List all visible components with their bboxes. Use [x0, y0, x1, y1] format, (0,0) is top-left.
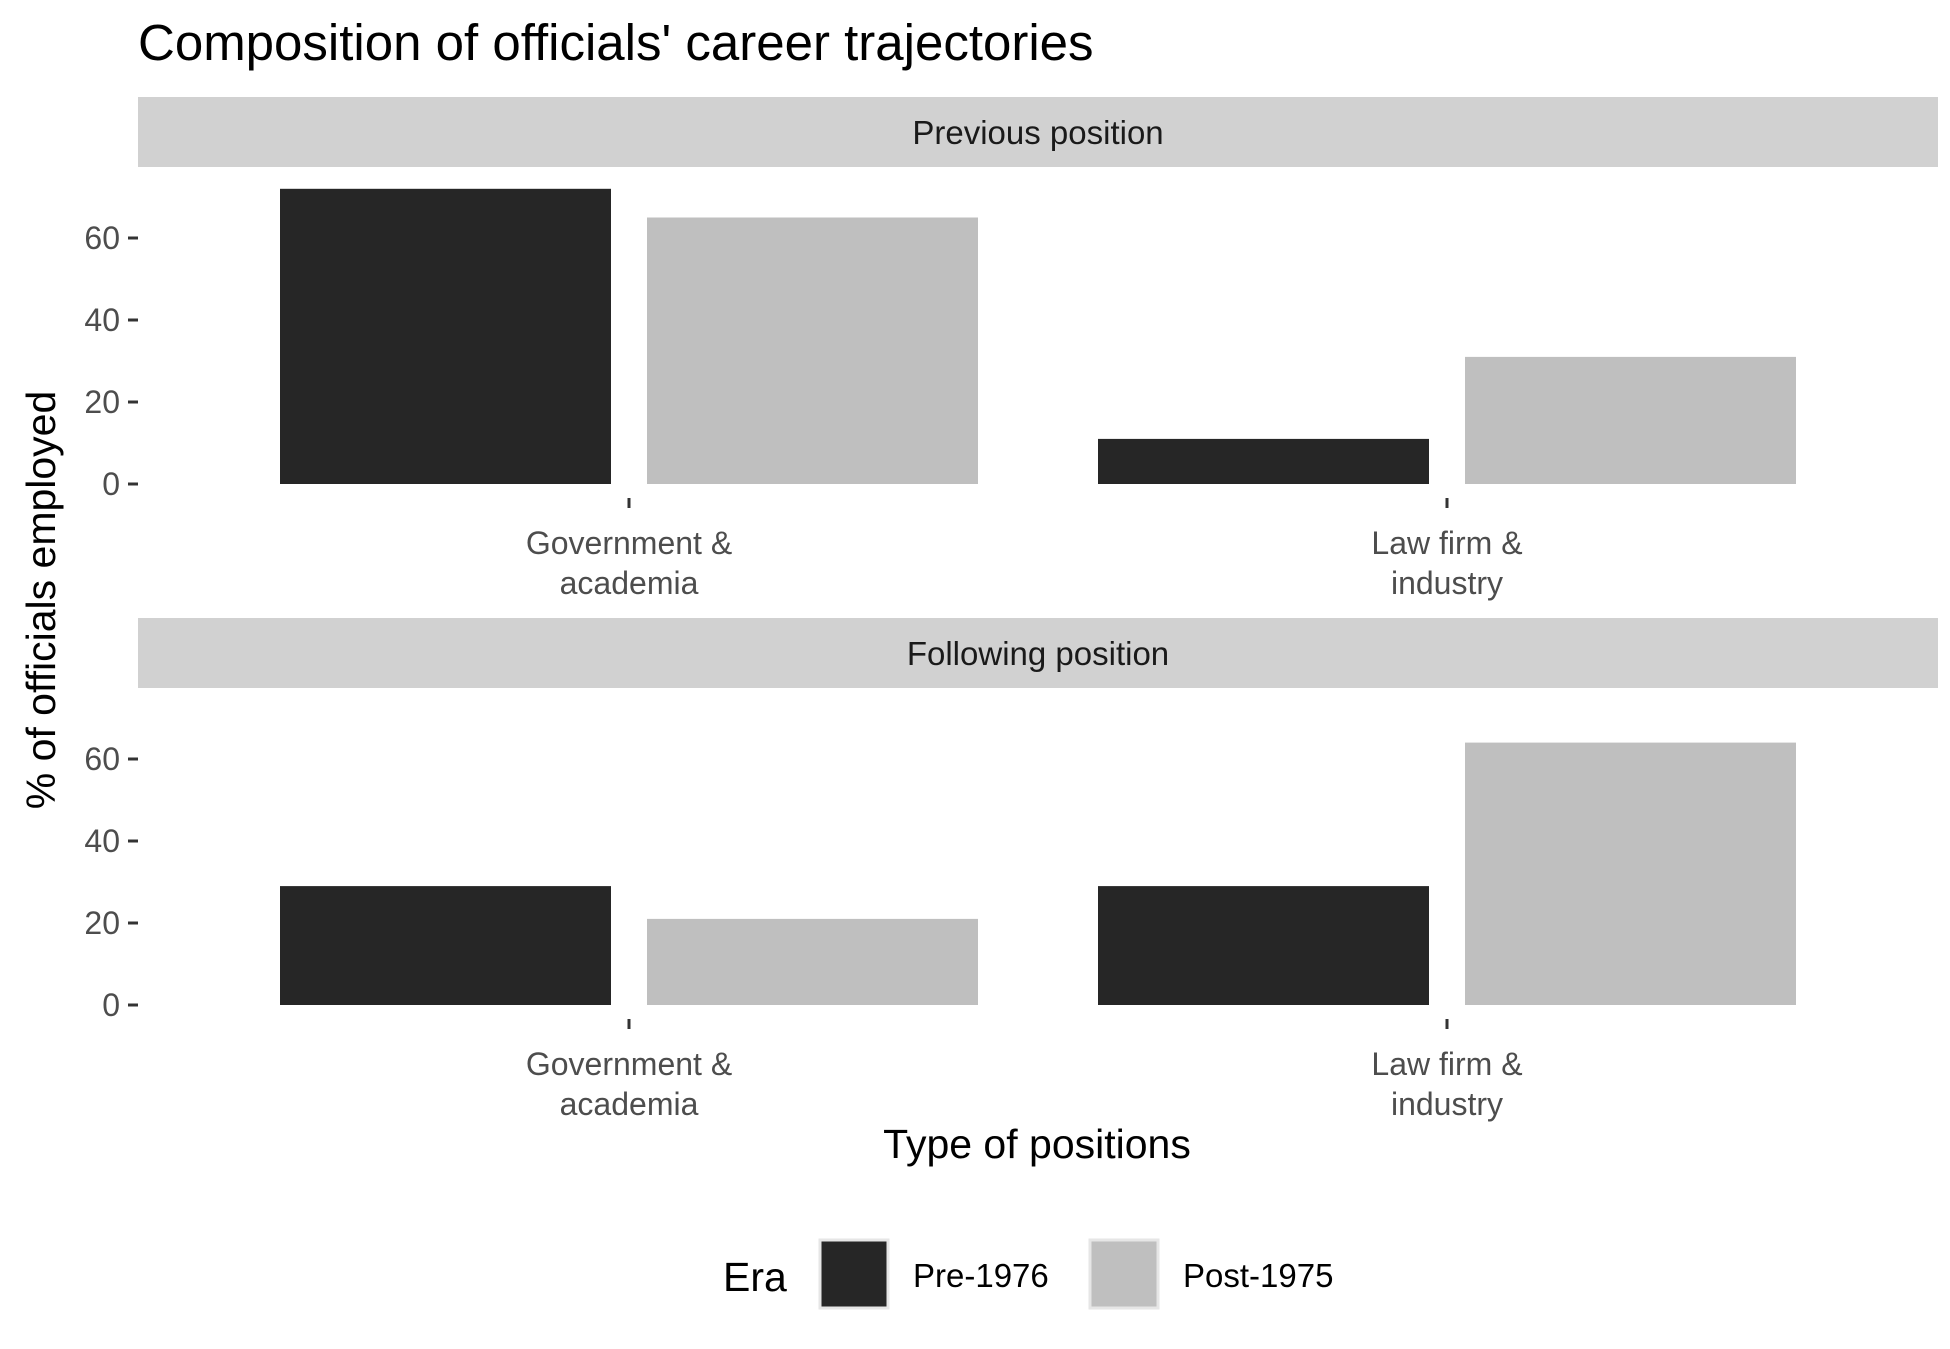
x-tick-label: Law firm & industry: [1371, 1046, 1522, 1122]
legend-key: [818, 1238, 890, 1310]
facet-panel: Previous position 0 20 40 60 Government & acad…: [84, 97, 1938, 601]
bar-post-1975: [647, 217, 978, 484]
y-tick-label: 20: [84, 905, 120, 941]
bar-post-1975: [647, 918, 978, 1005]
y-axis-title: % of officials employed: [18, 391, 64, 810]
facet-panel: Following position 0 20 40 60 Government & aca…: [84, 618, 1938, 1122]
facet-strip: [138, 618, 1938, 688]
bar-pre-1976: [1098, 438, 1429, 484]
x-axis-title: Type of positions: [883, 1121, 1191, 1167]
y-tick-label: 0: [102, 466, 120, 502]
bar-pre-1976: [280, 886, 611, 1005]
y-tick-label: 20: [84, 384, 120, 420]
facet-strip: [138, 97, 1938, 167]
chart-title: Composition of officials' career traject…: [138, 14, 1094, 71]
legend-title: Era: [723, 1254, 787, 1300]
bar-pre-1976: [280, 188, 611, 485]
x-tick-label: Government & academia: [526, 525, 732, 601]
facet-strip-label: Previous position: [912, 114, 1163, 151]
x-tick-label: Law firm & industry: [1371, 525, 1522, 601]
legend-key: [1088, 1238, 1160, 1310]
x-tick-label: Government & academia: [526, 1046, 732, 1122]
facet-panels: Previous position 0 20 40 60 Government & acad…: [84, 97, 1938, 1122]
legend-label: Pre-1976: [913, 1257, 1049, 1294]
facet-strip-label: Following position: [907, 635, 1169, 672]
legend-label: Post-1975: [1183, 1257, 1333, 1294]
y-tick-label: 40: [84, 823, 120, 859]
bar-post-1975: [1465, 742, 1796, 1005]
y-tick-label: 40: [84, 302, 120, 338]
legend: Era Pre-1976 Post-1975: [723, 1238, 1333, 1310]
y-tick-label: 0: [102, 987, 120, 1023]
bar-pre-1976: [1098, 886, 1429, 1005]
bar-post-1975: [1465, 356, 1796, 484]
y-tick-label: 60: [84, 220, 120, 256]
y-tick-label: 60: [84, 741, 120, 777]
